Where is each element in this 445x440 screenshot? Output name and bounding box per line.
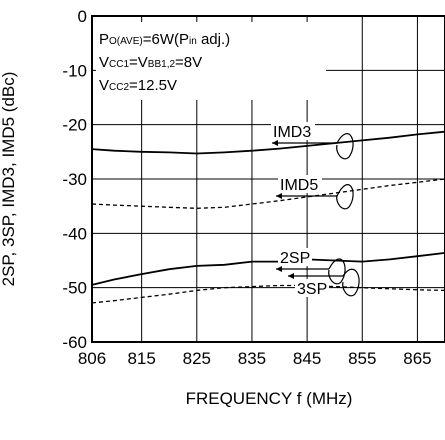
y-tick-label: -20 — [62, 116, 87, 135]
x-tick-label: 815 — [127, 349, 155, 368]
x-axis-title: FREQUENCY f (MHz) — [186, 389, 353, 408]
curve-label-bg — [295, 279, 329, 297]
series-line-imd5 — [91, 178, 445, 209]
x-tick-label: 855 — [348, 349, 376, 368]
curve-label-bg — [278, 175, 322, 193]
y-tick-label: -50 — [62, 279, 87, 298]
x-tick-label: 825 — [183, 349, 211, 368]
leader-arrowhead — [276, 266, 282, 272]
condition-text: =V — [129, 54, 148, 71]
series-line-3sp — [91, 284, 445, 304]
condition-text: P — [99, 31, 109, 48]
condition-text: =6W(P — [143, 31, 189, 48]
curve-label-bg — [278, 248, 312, 266]
condition-text: =12.5V — [129, 77, 177, 94]
leader-arrowhead — [276, 193, 282, 199]
y-axis-title: 2SP, 3SP, IMD3, IMD5 (dBc) — [0, 72, 18, 287]
curve-label-bg — [271, 122, 315, 140]
y-tick-label: 0 — [78, 7, 87, 26]
condition-subscript: in — [189, 36, 197, 47]
series-line-imd3 — [91, 130, 445, 155]
condition-subscript: BB1,2 — [148, 59, 176, 70]
leader-arrowhead — [272, 140, 278, 146]
curve-loop-marker — [342, 268, 360, 297]
curve-loop-marker — [336, 184, 354, 210]
annotation-layer: IMD3 IMD5 2SP 3SP — [271, 122, 360, 298]
x-tick-label: 845 — [293, 349, 321, 368]
y-tick-label: -10 — [62, 61, 87, 80]
condition-line: VCC1=VBB1,2=8V — [99, 54, 202, 71]
curve-label-3sp: 3SP — [297, 281, 327, 298]
x-tick-label: 806 — [78, 349, 106, 368]
condition-subscript: CC1 — [109, 59, 129, 70]
curve-loop-marker — [336, 133, 354, 160]
plot-frame — [91, 15, 445, 343]
curve-loop-marker — [328, 258, 346, 285]
y-tick-label: -30 — [62, 170, 87, 189]
condition-text: =8V — [175, 54, 202, 71]
condition-line: VCC2=12.5V — [99, 77, 177, 94]
condition-line: PO(AVE)=6W(Pin adj.) — [99, 31, 230, 48]
x-tick-label: 865 — [403, 349, 431, 368]
conditions-box: PO(AVE)=6W(Pin adj.)VCC1=VBB1,2=8VVCC2=1… — [96, 22, 326, 100]
condition-text: adj.) — [197, 31, 230, 48]
curve-label-imd3: IMD3 — [273, 124, 311, 141]
leader-arrowhead — [288, 273, 294, 279]
conditions-bg — [96, 22, 326, 100]
y-tick-label: -40 — [62, 224, 87, 243]
series-line-2sp — [91, 252, 445, 286]
curve-label-2sp: 2SP — [280, 250, 310, 267]
condition-text: V — [99, 77, 109, 94]
curve-label-imd5: IMD5 — [280, 177, 318, 194]
x-tick-label: 835 — [238, 349, 266, 368]
tick-labels: 806 815 825 835 845 855 865 0 -10 -20 -30 -40 -50 -60 — [62, 7, 431, 368]
condition-subscript: CC2 — [109, 82, 129, 93]
condition-text: V — [99, 54, 109, 71]
condition-subscript: O(AVE) — [109, 36, 143, 47]
series-layer — [91, 130, 445, 304]
y-tick-label: -60 — [62, 333, 87, 352]
